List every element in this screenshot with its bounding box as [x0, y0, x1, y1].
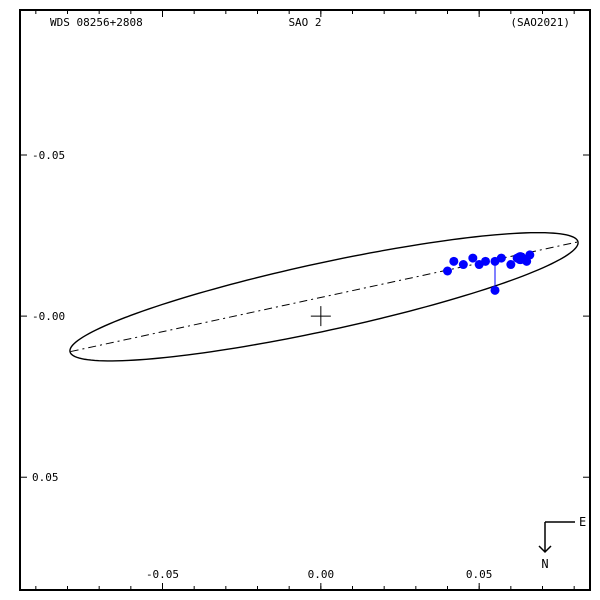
observation-point: [514, 252, 526, 264]
plot-border: [20, 10, 590, 590]
title-right: (SAO2021): [510, 16, 570, 29]
observation-point: [468, 254, 477, 263]
compass-e-label: E: [579, 515, 586, 529]
observation-point: [491, 286, 500, 295]
y-tick-label: -0.00: [32, 310, 65, 323]
observation-point: [443, 267, 452, 276]
title-center: SAO 2: [288, 16, 321, 29]
observation-point: [459, 260, 468, 269]
x-tick-label: -0.05: [146, 568, 179, 581]
x-tick-label: 0.05: [466, 568, 493, 581]
compass-n-label: N: [541, 557, 548, 571]
y-tick-label: -0.05: [32, 149, 65, 162]
plot-svg: WDS 08256+2808 SAO 2 (SAO2021) -0.05 0.00 0.0…: [0, 0, 600, 600]
observation-point: [481, 257, 490, 266]
orbit-plot: WDS 08256+2808 SAO 2 (SAO2021) -0.05 0.00 0.0…: [0, 0, 600, 600]
observation-point: [506, 260, 515, 269]
y-tick-label: 0.05: [32, 471, 59, 484]
observation-point: [497, 254, 506, 263]
x-tick-label: 0.00: [308, 568, 335, 581]
title-left: WDS 08256+2808: [50, 16, 143, 29]
observation-point: [525, 250, 534, 259]
observation-point: [449, 257, 458, 266]
